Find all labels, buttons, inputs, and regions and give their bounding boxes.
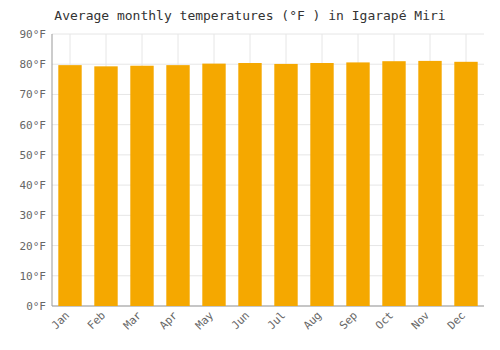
x-tick-label: Jun xyxy=(229,309,252,332)
bar xyxy=(130,66,153,306)
bar xyxy=(274,64,297,306)
bars xyxy=(58,61,477,306)
bar xyxy=(382,61,405,306)
bar xyxy=(238,63,261,306)
x-tick-label: Sep xyxy=(337,309,360,332)
bar xyxy=(94,66,117,306)
chart-title: Average monthly temperatures (°F ) in Ig… xyxy=(54,8,445,23)
y-tick-label: 40°F xyxy=(20,179,47,192)
y-tick-label: 0°F xyxy=(26,300,46,313)
grid xyxy=(52,34,484,306)
x-tick-label: May xyxy=(193,309,217,333)
axes: 0°F 10°F 20°F 30°F 40°F 50°F 60°F 70°F 80°F 90°F J… xyxy=(20,28,485,332)
bar xyxy=(202,64,225,306)
x-tick-label: Oct xyxy=(373,309,396,332)
x-tick-label: Aug xyxy=(301,309,324,332)
bar xyxy=(310,63,333,306)
bar xyxy=(346,62,369,306)
x-tick-label: Apr xyxy=(157,309,181,333)
x-tick-label: Mar xyxy=(121,309,145,333)
x-tick-label: Jul xyxy=(265,309,288,332)
x-tick-label: Nov xyxy=(409,309,433,333)
y-grid-line xyxy=(52,34,484,35)
bar xyxy=(58,65,81,306)
y-tick-label: 10°F xyxy=(20,270,47,283)
x-tick-label: Jan xyxy=(49,309,72,332)
y-tick-label: 50°F xyxy=(20,149,47,162)
chart-svg: Average monthly temperatures (°F ) in Ig… xyxy=(0,0,500,350)
y-axis-line xyxy=(52,34,53,306)
x-tick-label: Feb xyxy=(85,309,108,332)
y-tick-label: 60°F xyxy=(20,119,47,132)
y-tick-label: 90°F xyxy=(20,28,47,41)
chart-container: Average monthly temperatures (°F ) in Ig… xyxy=(0,0,500,350)
y-tick-label: 70°F xyxy=(20,88,47,101)
y-tick-label: 80°F xyxy=(20,58,47,71)
y-tick-label: 20°F xyxy=(20,240,47,253)
bar xyxy=(166,65,189,306)
x-tick-label: Dec xyxy=(445,309,468,332)
bar xyxy=(454,62,477,306)
y-tick-label: 30°F xyxy=(20,209,47,222)
bar xyxy=(418,61,441,306)
